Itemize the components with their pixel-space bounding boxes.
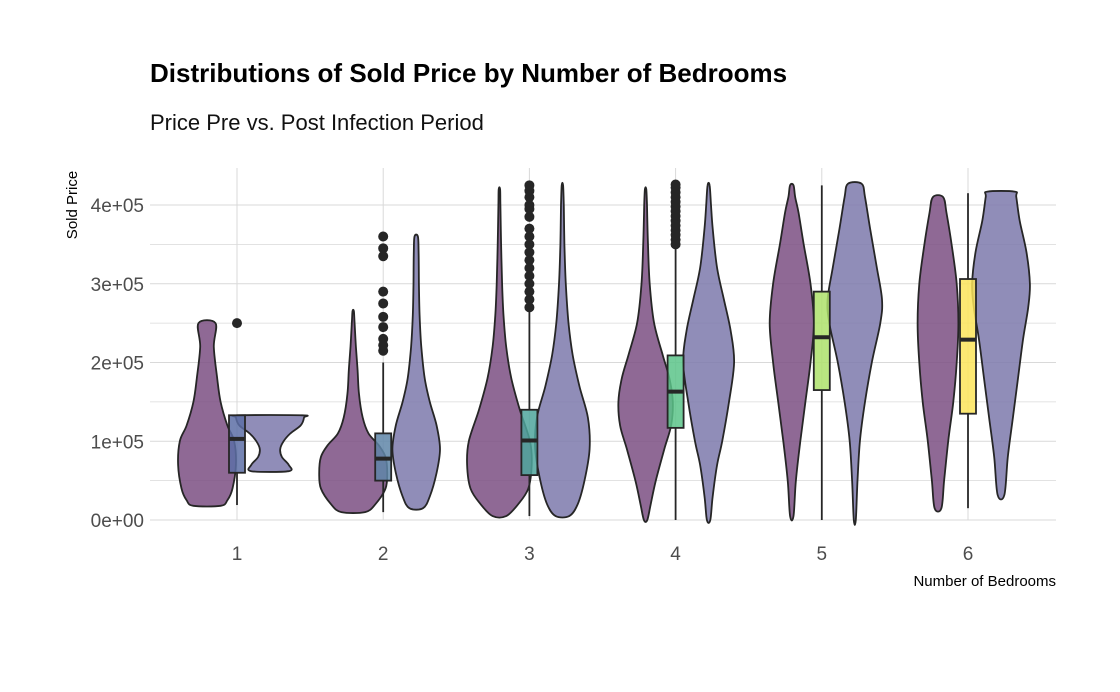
box-1 — [228, 414, 246, 474]
outlier-point — [232, 318, 242, 329]
violin-post-2 — [391, 233, 441, 511]
outlier-point — [524, 247, 535, 258]
x-axis-label: Number of Bedrooms — [913, 573, 1056, 590]
x-tick-label: 6 — [963, 544, 974, 565]
violin-pre-4 — [617, 186, 674, 523]
outlier-point — [524, 286, 535, 297]
box-5 — [812, 290, 831, 391]
outlier-point — [524, 278, 535, 289]
x-tick-label: 3 — [524, 544, 535, 565]
outlier-point — [378, 333, 389, 344]
outlier-point — [524, 211, 535, 222]
x-tick-label: 5 — [817, 544, 828, 565]
y-tick-label: 1e+05 — [91, 432, 144, 453]
outlier-point — [378, 311, 389, 322]
outlier-point — [670, 179, 681, 190]
violin-pre-2 — [318, 308, 389, 514]
outlier-point — [378, 298, 389, 309]
y-axis-label: Sold Price — [64, 171, 81, 239]
outlier-point — [524, 263, 535, 273]
violin-post-4 — [682, 181, 736, 524]
x-tick-label: 2 — [378, 544, 389, 565]
violin-pre-6 — [916, 194, 960, 513]
y-tick-label: 0e+00 — [91, 511, 144, 532]
chart-subtitle: Price Pre vs. Post Infection Period — [150, 110, 484, 135]
outlier-point — [524, 270, 535, 281]
y-tick-label: 4e+05 — [91, 196, 144, 217]
violin-post-6 — [971, 190, 1031, 501]
chart-title: Distributions of Sold Price by Number of… — [150, 58, 788, 88]
outlier-point — [378, 286, 389, 297]
outlier-point — [524, 239, 535, 250]
box-6 — [959, 278, 977, 415]
violin-post-5 — [826, 181, 884, 526]
outlier-point — [378, 243, 389, 254]
outlier-point — [524, 223, 535, 234]
x-tick-label: 1 — [232, 544, 243, 565]
outlier-point — [524, 180, 535, 191]
outlier-point — [524, 255, 535, 266]
outlier-point — [378, 231, 389, 242]
violin-pre-1 — [177, 319, 237, 508]
outlier-point — [524, 302, 535, 313]
outlier-point — [378, 322, 389, 333]
outlier-point — [378, 251, 389, 262]
y-tick-label: 2e+05 — [91, 354, 144, 375]
violin-post-3 — [534, 181, 591, 519]
outlier-point — [524, 200, 535, 210]
outlier-point — [524, 294, 535, 305]
x-tick-label: 4 — [670, 544, 681, 565]
outlier-point — [524, 231, 535, 242]
violin-pre-5 — [768, 182, 815, 522]
y-tick-label: 3e+05 — [91, 275, 144, 296]
